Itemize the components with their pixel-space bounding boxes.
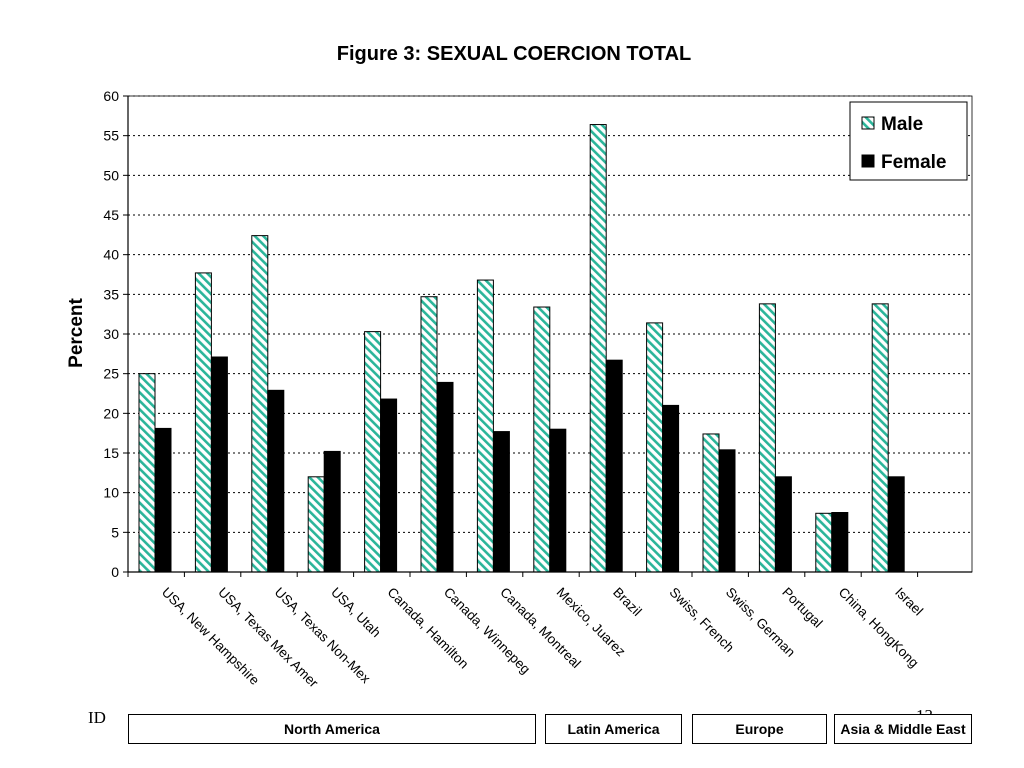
bar-female <box>774 476 792 573</box>
bar-male <box>533 306 551 573</box>
y-tick-label: 40 <box>103 247 119 263</box>
bar-female <box>210 356 228 573</box>
bar-male <box>646 322 664 573</box>
y-tick-label: 45 <box>103 207 119 223</box>
legend-label-male: Male <box>881 114 923 135</box>
bar-male <box>138 373 156 573</box>
bar-male <box>815 512 833 573</box>
bar-male <box>702 433 720 573</box>
y-tick-label: 35 <box>103 286 119 302</box>
chart-title: Figure 3: SEXUAL COERCION TOTAL <box>337 43 691 65</box>
x-tick-label: USA, Utah <box>328 585 384 641</box>
bar-female <box>662 404 680 573</box>
bar-male <box>758 303 776 573</box>
y-tick-label: 30 <box>103 326 119 342</box>
bar-female <box>492 431 510 573</box>
y-tick-label: 15 <box>103 445 119 461</box>
y-tick-label: 25 <box>103 366 119 382</box>
bar-male <box>871 303 889 573</box>
bar-female <box>436 381 454 573</box>
region-asia-middle-east: Asia & Middle East <box>834 714 972 744</box>
y-axis-label: Percent <box>66 297 87 367</box>
x-tick-label: Brazil <box>610 585 644 619</box>
legend: Male Female <box>849 101 968 181</box>
y-tick-label: 50 <box>103 167 119 183</box>
y-tick-label: 10 <box>103 485 119 501</box>
y-tick-label: 20 <box>103 405 119 421</box>
bar-female <box>154 427 172 573</box>
legend-swatch-female <box>861 154 875 168</box>
y-tick-label: 0 <box>111 564 119 580</box>
region-europe: Europe <box>692 714 827 744</box>
bar-female <box>323 450 341 573</box>
x-tick-label: USA, New Hampshire <box>159 585 262 688</box>
y-tick-label: 5 <box>111 524 119 540</box>
bar-female <box>549 428 567 573</box>
bar-male <box>420 296 438 573</box>
legend-swatch-male <box>861 116 875 130</box>
bar-female <box>605 359 623 573</box>
bar-male <box>364 331 382 573</box>
slide-id-label: ID <box>88 708 106 727</box>
bar-male <box>194 272 212 573</box>
x-tick-label: USA, Texas Mex Amer <box>215 585 321 691</box>
legend-label-female: Female <box>881 152 946 173</box>
bar-female <box>831 512 849 573</box>
bar-male <box>307 476 325 573</box>
x-tick-label: Portugal <box>779 585 825 631</box>
bar-female <box>718 449 736 573</box>
bar-male <box>476 279 494 573</box>
bar-male <box>589 124 607 573</box>
bar-male <box>251 235 269 573</box>
x-tick-label: Israel <box>892 585 926 619</box>
region-latin-america: Latin America <box>545 714 682 744</box>
bar-female <box>887 476 905 573</box>
y-tick-label: 60 <box>103 88 119 104</box>
x-tick-label: USA, Texas Non-Mex <box>272 585 374 687</box>
bar-female <box>267 389 285 573</box>
region-north-america: North America <box>128 714 536 744</box>
y-tick-label: 55 <box>103 128 119 144</box>
bar-female <box>380 398 398 573</box>
